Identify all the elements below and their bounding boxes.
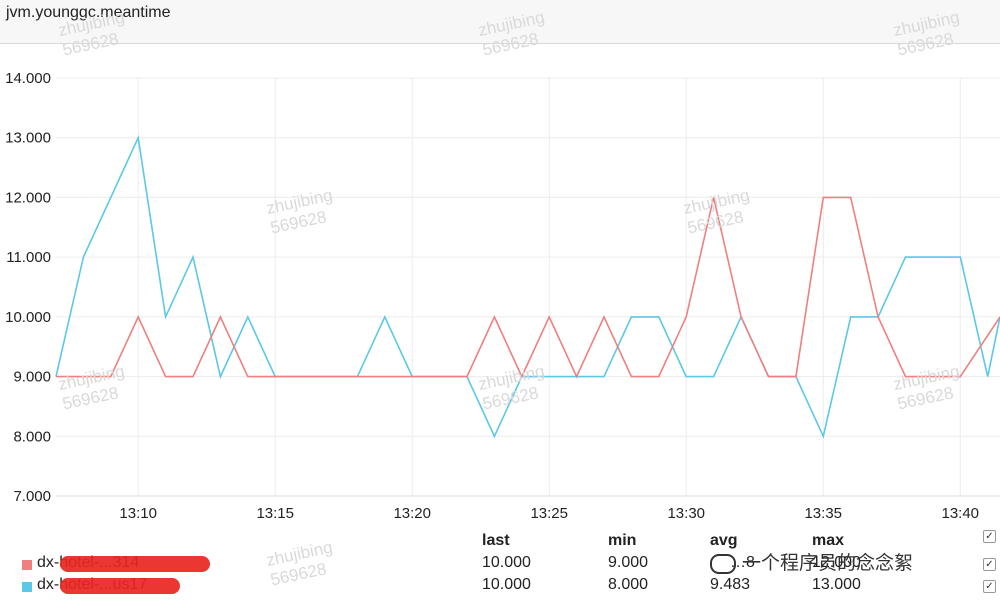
x-tick-label: 13:25 xyxy=(530,505,568,522)
series-min: 8.000 xyxy=(608,576,649,593)
redaction-mark xyxy=(60,578,180,594)
series-visibility-checkbox[interactable]: ✓ xyxy=(983,580,996,593)
legend-header-min: min xyxy=(608,532,637,549)
wechat-icon xyxy=(710,553,736,574)
y-tick-label: 7.000 xyxy=(13,488,51,505)
series-max: 12.000 xyxy=(812,554,861,571)
select-all-checkbox[interactable]: ✓ xyxy=(983,530,996,543)
series-line-hotel-us17 xyxy=(55,134,1000,439)
legend-row[interactable]: dx-hotel-...314 10.000 9.000 …8 12.000 ✓ xyxy=(0,554,1000,576)
legend-row[interactable]: dx-hotel-...us17 10.000 8.000 9.483 13.0… xyxy=(0,576,1000,598)
legend-header-max: max xyxy=(812,532,845,549)
line-chart: 7.000 8.000 9.000 10.000 11.000 12.000 13.000 1… xyxy=(5,70,1000,522)
series-color-swatch xyxy=(22,560,32,570)
x-tick-label: 13:15 xyxy=(256,505,294,522)
series-color-swatch xyxy=(22,582,32,592)
series-line-hotel-314 xyxy=(56,196,1000,379)
series-avg: …8 xyxy=(730,554,755,571)
series-max: 13.000 xyxy=(812,576,861,593)
chart-header: jvm.younggc.meantime xyxy=(0,0,1000,44)
x-tick-label: 13:30 xyxy=(667,505,705,522)
series-min: 9.000 xyxy=(608,554,649,571)
x-tick-label: 13:40 xyxy=(941,505,979,522)
y-tick-label: 13.000 xyxy=(5,130,51,147)
legend-header-last: last xyxy=(482,532,510,549)
series-visibility-checkbox[interactable]: ✓ xyxy=(983,558,996,571)
series-last: 10.000 xyxy=(482,576,531,593)
x-tick-label: 13:10 xyxy=(119,505,157,522)
series-avg: 9.483 xyxy=(710,576,751,593)
legend-header-avg: avg xyxy=(710,532,738,549)
series-last: 10.000 xyxy=(482,554,531,571)
x-tick-label: 13:35 xyxy=(804,505,842,522)
redaction-mark xyxy=(60,556,210,572)
y-tick-label: 9.000 xyxy=(13,369,51,386)
x-tick-label: 13:20 xyxy=(393,505,431,522)
chart-title: jvm.younggc.meantime xyxy=(6,4,171,21)
y-tick-label: 10.000 xyxy=(5,309,51,326)
y-tick-label: 8.000 xyxy=(13,428,51,445)
brand-watermark: 一个程序员的念念絮 xyxy=(710,548,913,575)
y-tick-label: 12.000 xyxy=(5,189,51,206)
y-tick-label: 14.000 xyxy=(5,70,51,87)
y-tick-label: 11.000 xyxy=(6,249,51,266)
chart-legend: last min avg max ✓ dx-hotel-...314 10.00… xyxy=(0,528,1000,604)
